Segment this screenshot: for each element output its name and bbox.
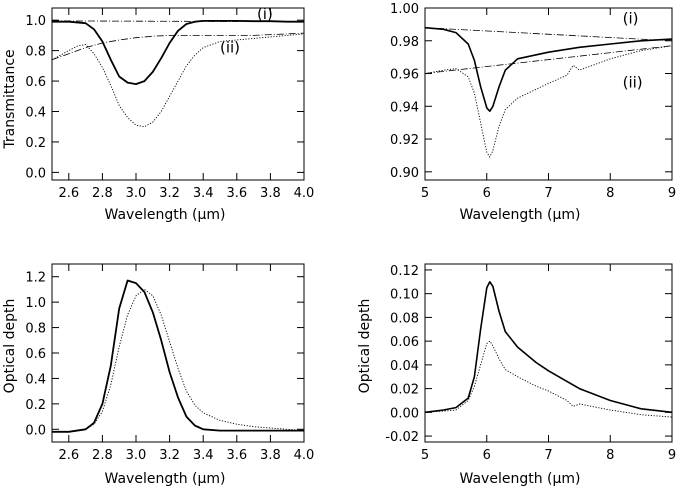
- y-tick-label-bottom-right: 0.06: [390, 335, 419, 350]
- series-line-top-right-2: [424, 45, 673, 158]
- y-tick-label-bottom-right: 0.12: [390, 264, 419, 279]
- x-tick-label-bottom-left: 2.8: [92, 448, 113, 463]
- series-line-top-right-4: [424, 45, 673, 74]
- plot-frame-top-left: [51, 7, 305, 181]
- y-tick-label-top-right: 0.90: [390, 166, 419, 181]
- y-tick-label-bottom-right: 0.04: [390, 359, 419, 374]
- x-tick-label-top-right: 9: [668, 186, 676, 201]
- panel-bottom-right: Optical depth Wavelength (μm) 5 6 7 8 9 -0.02…: [357, 263, 676, 487]
- x-tick-label-top-left: 2.8: [92, 186, 113, 201]
- xlabel-bottom-right: Wavelength (μm): [460, 471, 581, 487]
- y-tick-label-top-right: 0.92: [390, 133, 419, 148]
- y-tick-label-bottom-left: 1.2: [25, 271, 46, 286]
- series-line-bottom-left-2: [52, 288, 305, 433]
- xlabel-top-left: Wavelength (μm): [105, 207, 226, 223]
- x-tick-label-top-left: 3.6: [226, 186, 247, 201]
- ylabel-bottom-right: Optical depth: [357, 299, 373, 394]
- x-tick-label-top-left: 4.0: [294, 186, 315, 201]
- y-tick-label-bottom-left: 0.6: [25, 347, 46, 362]
- curve-annotation-top-left: (ii): [220, 39, 240, 57]
- x-tick-label-bottom-right: 6: [483, 448, 491, 463]
- x-tick-label-bottom-left: 3.2: [159, 448, 180, 463]
- series-line-top-left-4: [51, 32, 305, 61]
- x-tick-label-top-left: 3.8: [260, 186, 281, 201]
- y-tick-label-bottom-left: 0.8: [25, 322, 46, 337]
- curve-annotation-top-right: (i): [623, 10, 639, 28]
- x-tick-label-top-left: 3.4: [193, 186, 214, 201]
- series-line-top-left-1: [52, 19, 304, 85]
- plot-frame-bottom-left: [51, 263, 305, 443]
- y-tick-label-bottom-left: 0.4: [25, 372, 46, 387]
- ylabel-bottom-left: Optical depth: [2, 299, 18, 394]
- series-line-top-left-3: [51, 20, 305, 23]
- y-tick-label-bottom-right: 0.02: [390, 383, 419, 398]
- series-line-top-right-1: [424, 26, 673, 112]
- series-line-top-left-2: [51, 33, 305, 128]
- y-tick-label-bottom-right: 0.08: [390, 311, 419, 326]
- x-tick-label-bottom-left: 4.0: [294, 448, 315, 463]
- y-tick-label-bottom-right: 0.10: [390, 288, 419, 303]
- xlabel-bottom-left: Wavelength (μm): [105, 471, 226, 487]
- series-line-top-right-3: [424, 27, 673, 42]
- panel-top-left: Transmittance Wavelength (μm) 2.6 2.8 3.0 3…: [2, 5, 314, 223]
- y-tick-label-top-right: 0.96: [390, 68, 419, 83]
- x-tick-label-top-left: 2.6: [58, 186, 79, 201]
- y-tick-label-top-left: 0.4: [25, 106, 46, 121]
- y-tick-label-bottom-left: 0.0: [25, 423, 46, 438]
- y-tick-label-top-right: 1.00: [390, 2, 419, 17]
- series-line-bottom-right-1: [424, 280, 673, 414]
- curve-annotation-top-right: (ii): [623, 74, 643, 92]
- x-tick-label-top-left: 3.0: [126, 186, 147, 201]
- y-tick-label-top-left: 0.6: [25, 75, 46, 90]
- y-tick-label-bottom-left: 1.0: [25, 296, 46, 311]
- y-tick-label-bottom-right: 0.00: [390, 406, 419, 421]
- x-tick-label-bottom-right: 5: [421, 448, 429, 463]
- x-tick-label-bottom-left: 2.6: [58, 448, 79, 463]
- y-tick-label-top-left: 0.0: [25, 166, 46, 181]
- x-tick-label-bottom-right: 9: [668, 448, 676, 463]
- x-tick-label-bottom-left: 3.0: [126, 448, 147, 463]
- x-tick-label-bottom-left: 3.8: [260, 448, 281, 463]
- x-tick-label-top-right: 7: [544, 186, 552, 201]
- x-tick-label-top-right: 8: [606, 186, 614, 201]
- x-tick-label-bottom-right: 8: [606, 448, 614, 463]
- x-tick-label-bottom-right: 7: [544, 448, 552, 463]
- curve-annotation-top-left: (i): [257, 5, 273, 23]
- x-tick-label-top-left: 3.2: [159, 186, 180, 201]
- x-tick-label-top-right: 6: [483, 186, 491, 201]
- y-tick-label-bottom-left: 0.2: [25, 398, 46, 413]
- y-tick-label-top-right: 0.98: [390, 35, 419, 50]
- ylabel-top-left: Transmittance: [2, 49, 18, 149]
- plot-frame-bottom-right: [424, 263, 673, 443]
- x-tick-label-bottom-left: 3.6: [226, 448, 247, 463]
- series-line-bottom-left-1: [52, 279, 304, 433]
- panel-bottom-left: Optical depth Wavelength (μm) 2.6 2.8 3.0 3…: [2, 263, 315, 487]
- x-tick-label-bottom-left: 3.4: [193, 448, 214, 463]
- xlabel-top-right: Wavelength (μm): [460, 207, 581, 223]
- plot-frame-top-right: [424, 7, 673, 181]
- series-line-bottom-right-2: [424, 340, 673, 418]
- x-tick-label-top-right: 5: [421, 186, 429, 201]
- panel-top-right: Wavelength (μm) 5 6 7 8 9 0.90 0.92 0.94 0.96 0.9…: [390, 2, 676, 223]
- y-tick-label-top-left: 0.2: [25, 136, 46, 151]
- y-tick-label-bottom-right: -0.02: [385, 430, 419, 445]
- y-tick-label-top-right: 0.94: [390, 100, 419, 115]
- y-tick-label-top-left: 0.8: [25, 45, 46, 60]
- y-tick-label-top-left: 1.0: [25, 14, 46, 29]
